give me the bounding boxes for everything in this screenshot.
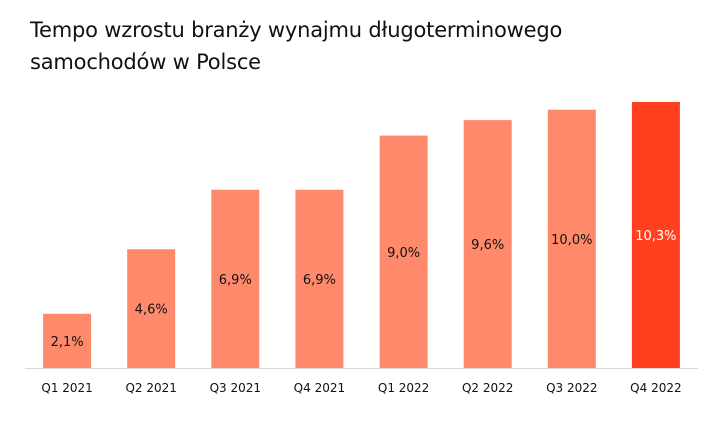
bar-q3-2022 [547,109,596,368]
x-tick-label: Q1 2021 [41,381,92,395]
bar-value-label: 10,0% [551,233,592,248]
x-tick-label: Q2 2022 [462,381,513,395]
x-tick-label: Q4 2021 [294,381,345,395]
bar-value-label: 6,9% [219,273,252,288]
bar-value-label: 4,6% [135,303,168,318]
chart-title: Tempo wzrostu branży wynajmu długotermin… [30,18,563,74]
bar-q3-2021 [211,189,260,368]
bar-value-label: 6,9% [303,273,336,288]
bar-q2-2022 [463,120,512,368]
bar-q1-2021 [43,313,92,368]
x-tick-label: Q3 2021 [210,381,261,395]
bar-q2-2021 [127,249,176,368]
bar-q1-2022 [379,135,428,368]
bar-value-label: 2,1% [51,335,84,350]
bar-value-label: 10,3% [635,229,676,244]
x-tick-label: Q1 2022 [378,381,429,395]
bar-value-label: 9,6% [471,238,504,253]
x-tick-label: Q2 2021 [125,381,176,395]
bar-q4-2022 [631,102,680,368]
bar-q4-2021 [295,189,344,368]
bar-value-label: 9,0% [387,246,420,261]
x-tick-label: Q3 2022 [546,381,597,395]
x-tick-label: Q4 2022 [630,381,681,395]
